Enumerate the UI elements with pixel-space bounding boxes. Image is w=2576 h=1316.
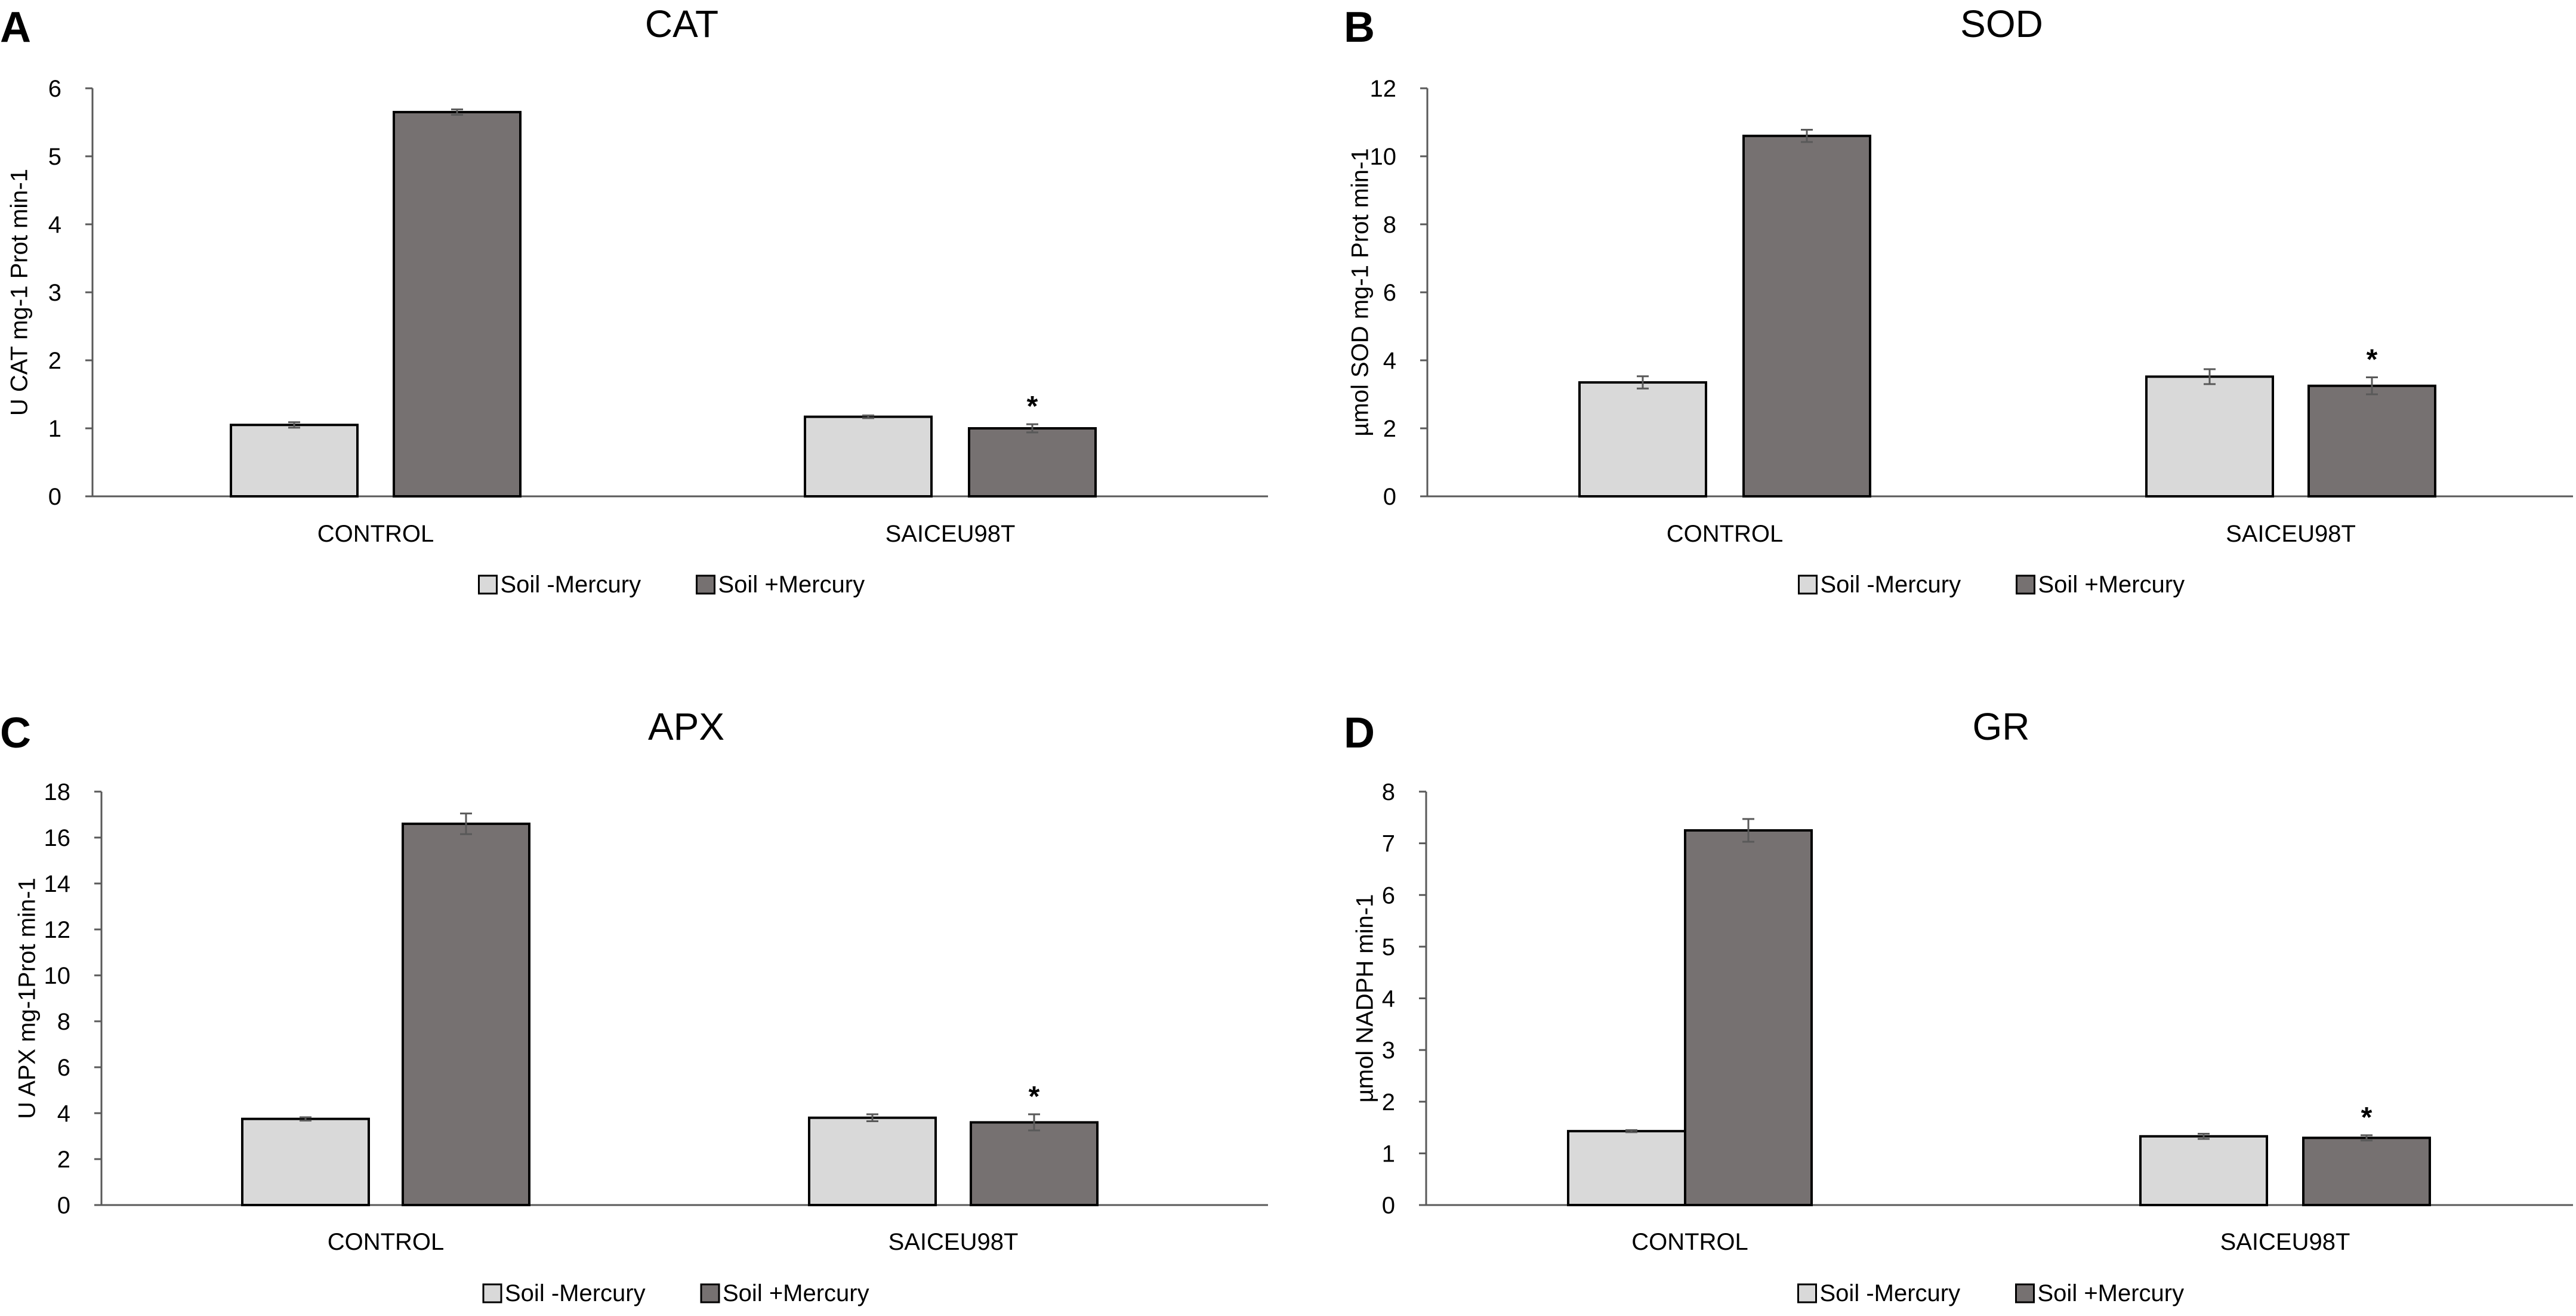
y-tick-label: 10 bbox=[1370, 144, 1397, 170]
chart-panel-b: B SOD 0 2 4 6 8 10 12 µmol SOD mg-1 Prot min-1 CON… bbox=[1344, 2, 2573, 598]
bar-soil-minus-saiceu98t bbox=[2145, 375, 2274, 498]
bar-soil-plus-saiceu98t bbox=[2307, 384, 2436, 498]
y-tick-label: 3 bbox=[48, 280, 61, 306]
x-category-label: CONTROL bbox=[328, 1229, 445, 1255]
chart-panel-d: D GR 0 1 2 3 4 5 6 7 8 µmol NADPH min-1 CONTROL * SAIC… bbox=[1344, 705, 2573, 1306]
legend-label-soil-minus: Soil -Mercury bbox=[505, 1280, 646, 1306]
chart-panel-a: A CAT 0 1 2 3 4 5 6 U CAT mg-1 Prot min-1 CONTROL *… bbox=[0, 2, 1268, 598]
y-tick-label: 14 bbox=[44, 871, 71, 897]
significance-marker: * bbox=[2367, 344, 2378, 376]
y-tick-label: 12 bbox=[1370, 76, 1397, 102]
y-tick-label: 18 bbox=[44, 779, 71, 805]
y-axis-label: µmol SOD mg-1 Prot min-1 bbox=[1347, 148, 1374, 436]
x-category-label: SAICEU98T bbox=[889, 1229, 1019, 1255]
y-axis-label: U CAT mg-1 Prot min-1 bbox=[7, 169, 33, 416]
panel-letter: A bbox=[0, 4, 31, 51]
y-tick-label: 5 bbox=[1382, 934, 1395, 960]
y-tick-label: 8 bbox=[1383, 212, 1396, 238]
y-tick-label: 4 bbox=[1383, 348, 1396, 374]
bar-soil-plus-saiceu98t bbox=[970, 1121, 1099, 1207]
legend-swatch-soil-plus bbox=[696, 574, 715, 595]
significance-marker: * bbox=[1029, 1081, 1040, 1113]
x-category-label: CONTROL bbox=[1667, 521, 1784, 547]
chart-title: SOD bbox=[1960, 2, 2043, 45]
significance-marker: * bbox=[1027, 391, 1038, 422]
x-category-label: CONTROL bbox=[1631, 1229, 1748, 1255]
y-axis-label: U APX mg-1Prot min-1 bbox=[14, 878, 41, 1119]
y-tick-label: 0 bbox=[1383, 484, 1396, 510]
y-tick-label: 5 bbox=[48, 144, 61, 170]
y-tick-label: 2 bbox=[1382, 1089, 1395, 1116]
legend-swatch-soil-plus bbox=[2016, 574, 2035, 595]
y-tick-label: 12 bbox=[44, 917, 71, 943]
bar-soil-plus-saiceu98t bbox=[968, 427, 1097, 498]
bar-soil-minus-saiceu98t bbox=[2139, 1135, 2268, 1206]
y-tick-label: 2 bbox=[48, 348, 61, 374]
y-tick-label: 4 bbox=[1382, 986, 1395, 1012]
bar-soil-plus-saiceu98t bbox=[2302, 1136, 2431, 1206]
significance-marker: * bbox=[2361, 1102, 2373, 1133]
y-tick-label: 2 bbox=[1383, 416, 1396, 442]
bar-soil-minus-control bbox=[230, 424, 359, 498]
legend-label-soil-minus: Soil -Mercury bbox=[1821, 571, 1961, 598]
y-axis-label: µmol NADPH min-1 bbox=[1352, 894, 1378, 1103]
y-tick-label: 4 bbox=[57, 1101, 70, 1127]
chart-title: GR bbox=[1973, 705, 2030, 748]
chart-panel-c: C APX 0 2 4 6 8 10 12 14 16 18 U APX mg-1Prot min-1 C… bbox=[0, 705, 1268, 1306]
y-tick-label: 0 bbox=[1382, 1193, 1395, 1219]
bar-soil-minus-saiceu98t bbox=[808, 1116, 937, 1206]
y-tick-label: 1 bbox=[1382, 1141, 1395, 1167]
y-tick-label: 16 bbox=[44, 825, 71, 851]
chart-title: APX bbox=[648, 705, 724, 748]
y-tick-label: 2 bbox=[57, 1147, 70, 1173]
legend-label-soil-minus: Soil -Mercury bbox=[1820, 1280, 1961, 1306]
bar-soil-minus-saiceu98t bbox=[804, 415, 933, 498]
y-tick-label: 7 bbox=[1382, 831, 1395, 857]
y-tick-label: 6 bbox=[1383, 280, 1396, 306]
legend-swatch-soil-minus bbox=[1797, 1283, 1817, 1303]
y-tick-label: 4 bbox=[48, 212, 61, 238]
bar-soil-plus-control bbox=[1684, 829, 1813, 1206]
legend-swatch-soil-plus bbox=[2015, 1283, 2035, 1303]
legend-label-soil-plus: Soil +Mercury bbox=[723, 1280, 869, 1306]
x-category-label: CONTROL bbox=[317, 521, 434, 547]
legend-swatch-soil-plus bbox=[700, 1283, 720, 1303]
x-category-label: SAICEU98T bbox=[2220, 1229, 2350, 1255]
bar-soil-plus-control bbox=[393, 110, 522, 498]
panel-letter: D bbox=[1344, 709, 1375, 757]
y-tick-label: 8 bbox=[1382, 779, 1395, 805]
panel-letter: B bbox=[1344, 4, 1375, 51]
bar-soil-minus-control bbox=[1567, 1130, 1696, 1206]
bar-soil-plus-control bbox=[402, 822, 530, 1206]
legend-swatch-soil-minus bbox=[478, 574, 498, 595]
bar-soil-plus-control bbox=[1742, 134, 1871, 498]
y-tick-label: 8 bbox=[57, 1009, 70, 1035]
bar-soil-minus-control bbox=[241, 1117, 370, 1206]
panel-letter: C bbox=[0, 709, 31, 757]
y-tick-label: 6 bbox=[48, 76, 61, 102]
y-tick-label: 0 bbox=[57, 1193, 70, 1219]
y-tick-label: 3 bbox=[1382, 1037, 1395, 1064]
y-tick-label: 6 bbox=[57, 1055, 70, 1081]
y-tick-label: 10 bbox=[44, 963, 71, 989]
bar-soil-minus-control bbox=[1578, 381, 1707, 498]
legend-swatch-soil-minus bbox=[482, 1283, 502, 1303]
legend-label-soil-plus: Soil +Mercury bbox=[2038, 571, 2185, 598]
legend-label-soil-plus: Soil +Mercury bbox=[718, 571, 865, 598]
y-tick-label: 6 bbox=[1382, 882, 1395, 909]
legend-swatch-soil-minus bbox=[1798, 574, 1818, 595]
chart-title: CAT bbox=[645, 2, 718, 45]
y-tick-label: 0 bbox=[48, 484, 61, 510]
legend-label-soil-minus: Soil -Mercury bbox=[501, 571, 641, 598]
legend-label-soil-plus: Soil +Mercury bbox=[2038, 1280, 2185, 1306]
x-category-label: SAICEU98T bbox=[886, 521, 1016, 547]
y-tick-label: 1 bbox=[48, 416, 61, 442]
x-category-label: SAICEU98T bbox=[2226, 521, 2356, 547]
